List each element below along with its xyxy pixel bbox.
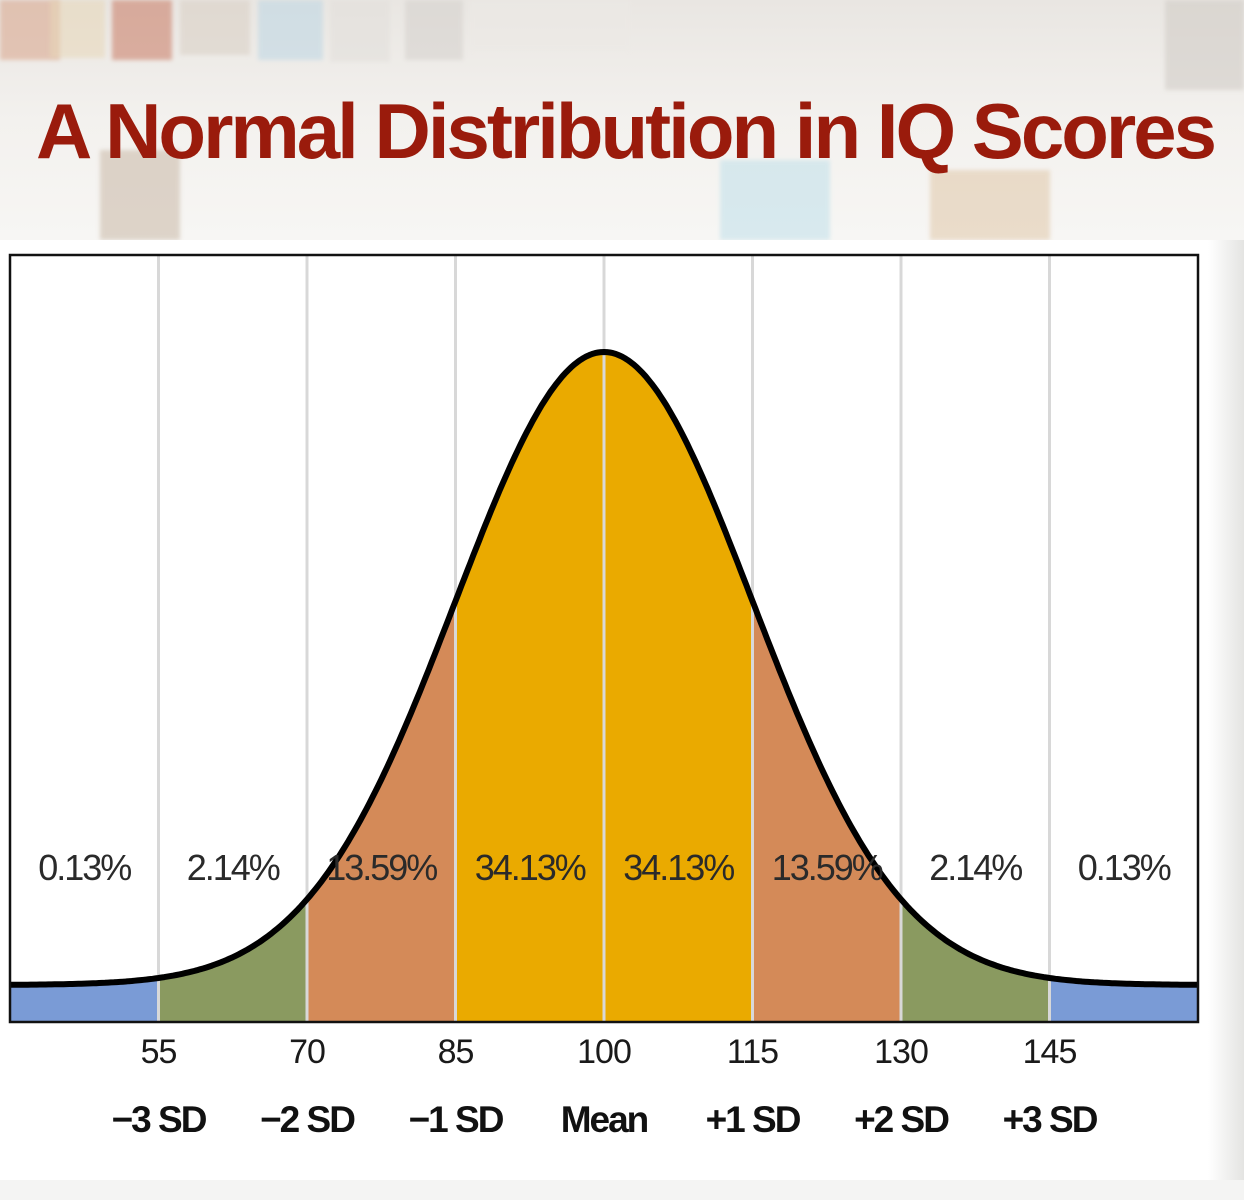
area-band-0 xyxy=(10,978,159,1022)
band-percent-label: 0.13% xyxy=(1078,847,1171,888)
blurred-background-photo xyxy=(0,0,1244,250)
tick-label: 85 xyxy=(438,1033,474,1071)
band-percent-label: 13.59% xyxy=(772,847,883,888)
area-band-4 xyxy=(604,352,753,1022)
tick-label: 100 xyxy=(577,1033,631,1071)
band-percent-label: 13.59% xyxy=(326,847,437,888)
area-band-5 xyxy=(752,601,901,1022)
area-band-6 xyxy=(901,899,1050,1022)
page-title: A Normal Distribution in IQ Scores xyxy=(36,87,1217,175)
sd-label: −1 SD xyxy=(409,1099,504,1140)
plot-border xyxy=(8,253,1200,1024)
tick-label: 130 xyxy=(874,1033,928,1071)
band-percent-label: 0.13% xyxy=(38,847,131,888)
sd-label: −2 SD xyxy=(260,1099,355,1140)
band-percent-label: 34.13% xyxy=(623,847,734,888)
sd-label: −3 SD xyxy=(112,1099,207,1140)
sd-label: +2 SD xyxy=(854,1099,949,1140)
bell-curve-line xyxy=(10,349,1198,988)
area-band-1 xyxy=(158,899,307,1022)
tick-label: 55 xyxy=(141,1033,177,1071)
band-percent-label: 2.14% xyxy=(187,847,280,888)
sd-label: +1 SD xyxy=(706,1099,801,1140)
right-edge-backdrop xyxy=(1208,240,1244,1180)
area-band-3 xyxy=(455,352,604,1022)
tick-label: 115 xyxy=(727,1033,778,1071)
tick-label: 145 xyxy=(1023,1033,1077,1071)
tick-label: 70 xyxy=(289,1033,325,1071)
band-percent-label: 2.14% xyxy=(929,847,1022,888)
area-band-7 xyxy=(1049,978,1198,1022)
sd-label: +3 SD xyxy=(1003,1099,1098,1140)
area-band-2 xyxy=(307,601,456,1022)
sd-label: Mean xyxy=(561,1099,648,1140)
band-percent-label: 34.13% xyxy=(475,847,586,888)
